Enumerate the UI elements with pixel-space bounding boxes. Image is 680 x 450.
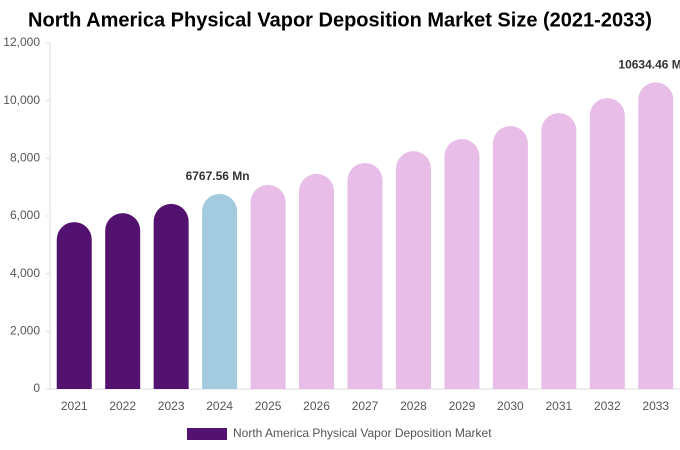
y-tick-label: 10,000 [3, 93, 40, 107]
x-tick-label: 2023 [158, 399, 185, 413]
bar [56, 222, 92, 389]
x-tick-label: 2026 [303, 399, 330, 413]
x-tick-label: 2031 [545, 399, 572, 413]
bar [395, 151, 431, 389]
x-tick-label: 2030 [497, 399, 524, 413]
bar [299, 173, 335, 389]
x-tick-label: 2027 [352, 399, 379, 413]
bar [105, 213, 141, 389]
x-tick-label: 2033 [642, 399, 669, 413]
chart-title: North America Physical Vapor Deposition … [28, 9, 652, 31]
bar [347, 162, 383, 389]
y-tick-label: 2,000 [10, 324, 40, 338]
bar [638, 82, 674, 389]
data-label: 6767.56 Mn [186, 169, 250, 183]
x-tick-label: 2032 [594, 399, 621, 413]
legend-swatch [187, 428, 227, 440]
bar [444, 139, 480, 389]
bar [250, 184, 286, 389]
legend-label: North America Physical Vapor Deposition … [233, 426, 492, 440]
x-tick-label: 2025 [255, 399, 282, 413]
y-tick-label: 8,000 [10, 151, 40, 165]
bar [202, 193, 238, 389]
y-tick-label: 0 [33, 381, 40, 395]
x-tick-label: 2029 [449, 399, 476, 413]
x-tick-label: 2024 [206, 399, 233, 413]
bar [492, 126, 528, 389]
bar [541, 113, 577, 389]
y-tick-label: 4,000 [10, 266, 40, 280]
bar [153, 203, 189, 389]
x-tick-label: 2028 [400, 399, 427, 413]
y-tick-label: 12,000 [3, 35, 40, 49]
x-tick-label: 2022 [109, 399, 136, 413]
y-tick-label: 6,000 [10, 208, 40, 222]
x-tick-label: 2021 [61, 399, 88, 413]
bar [589, 98, 625, 390]
data-label: 10634.46 Mn [618, 58, 680, 72]
